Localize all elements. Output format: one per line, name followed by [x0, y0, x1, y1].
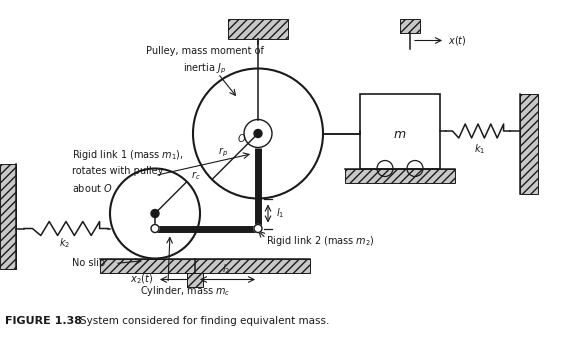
- Text: $r_c$: $r_c$: [191, 169, 201, 182]
- Text: $l_1$: $l_1$: [276, 206, 284, 220]
- Circle shape: [254, 129, 262, 137]
- Text: Rigid link 1 (mass $m_1$),
rotates with pulley
about $O$: Rigid link 1 (mass $m_1$), rotates with …: [72, 149, 184, 194]
- Bar: [520, 93, 538, 194]
- Text: System considered for finding equivalent mass.: System considered for finding equivalent…: [80, 316, 329, 327]
- Bar: [400, 18, 420, 33]
- Bar: [228, 18, 288, 39]
- Bar: [345, 169, 455, 183]
- Text: $k_2$: $k_2$: [60, 237, 71, 251]
- Bar: [360, 93, 440, 169]
- Bar: [0, 163, 16, 269]
- Text: Pulley, mass moment of
inertia $J_p$: Pulley, mass moment of inertia $J_p$: [146, 46, 264, 76]
- Text: $x(t)$: $x(t)$: [448, 34, 467, 47]
- Text: No slip: No slip: [72, 259, 105, 269]
- Text: $l_2$: $l_2$: [222, 262, 230, 276]
- Text: $k_1$: $k_1$: [474, 142, 486, 156]
- Text: Cylinder, mass $m_c$: Cylinder, mass $m_c$: [140, 283, 230, 297]
- Text: $x_2(t)$: $x_2(t)$: [130, 273, 153, 286]
- Text: $r_p$: $r_p$: [218, 146, 228, 159]
- Text: FIGURE 1.38: FIGURE 1.38: [5, 316, 82, 327]
- Circle shape: [151, 210, 159, 218]
- Text: $O$: $O$: [238, 132, 247, 144]
- Circle shape: [151, 225, 159, 232]
- Circle shape: [254, 225, 262, 232]
- Bar: [100, 259, 310, 272]
- Text: Rigid link 2 (mass $m_2$): Rigid link 2 (mass $m_2$): [266, 234, 375, 247]
- Bar: [187, 272, 203, 287]
- Text: $m$: $m$: [393, 127, 407, 141]
